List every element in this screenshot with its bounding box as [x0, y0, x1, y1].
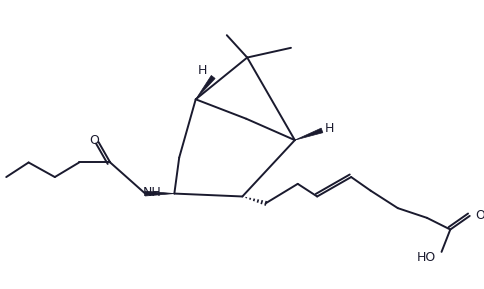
Polygon shape — [294, 128, 322, 140]
Text: HO: HO — [416, 251, 435, 264]
Text: H: H — [324, 122, 334, 135]
Text: O: O — [89, 134, 98, 147]
Polygon shape — [145, 191, 174, 196]
Text: NH: NH — [142, 186, 161, 199]
Text: O: O — [475, 210, 484, 223]
Text: H: H — [197, 64, 207, 77]
Polygon shape — [196, 75, 215, 99]
